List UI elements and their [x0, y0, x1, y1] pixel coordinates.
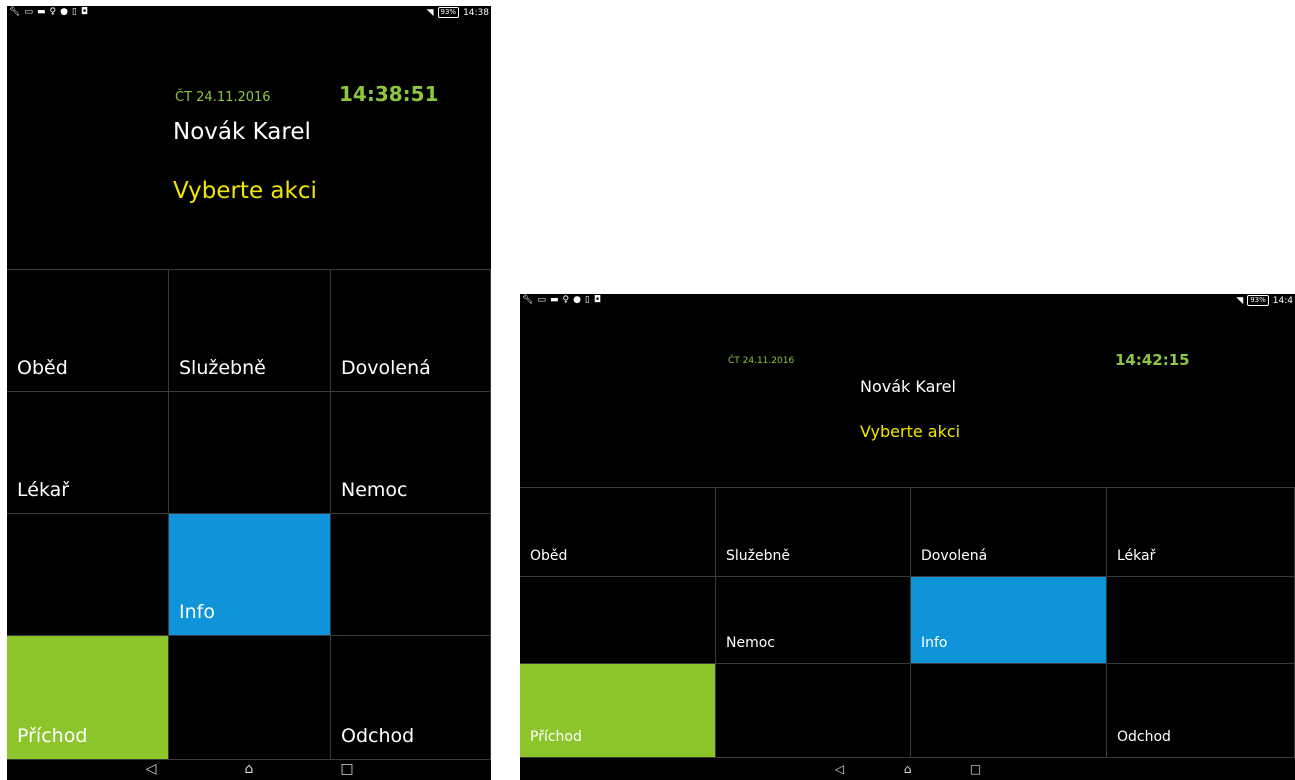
bulb-icon: ♀ [562, 295, 570, 305]
action-grid: Oběd Služebně Dovolená Lékař Nemoc Info … [520, 487, 1295, 758]
status-time: 14:38 [463, 7, 489, 18]
info-icon: ● [573, 295, 581, 305]
recents-icon[interactable]: □ [969, 762, 982, 776]
tile-label: Služebně [726, 548, 790, 564]
tile-dovolena[interactable]: Dovolená [331, 270, 491, 392]
tile-label: Dovolená [341, 357, 431, 379]
status-bar: 🔧︎ ▭ ▬ ♀ ● ▯ ◘ ◥ 93% 14:4 [520, 294, 1295, 308]
back-icon[interactable]: ◁ [145, 761, 157, 777]
tile-label: Služebně [179, 357, 266, 379]
tile-obed[interactable]: Oběd [7, 270, 169, 392]
wrench-icon: 🔧︎ [9, 7, 21, 17]
date-display: ČT 24.11.2016 [728, 356, 795, 366]
status-bar: 🔧︎ ▭ ▬ ♀ ● ▯ ◘ ◥ 93% 14:38 [7, 6, 491, 20]
battery-indicator: 93% [1247, 295, 1269, 306]
tile-label: Odchod [1117, 729, 1171, 745]
notification-icons: 🔧︎ ▭ ▬ ♀ ● ▯ ◘ [522, 295, 601, 306]
tile-empty [1107, 577, 1295, 664]
tile-label: Oběd [17, 357, 68, 379]
tile-label: Lékař [17, 479, 70, 501]
tile-label: Info [921, 635, 948, 651]
bulb-icon: ♀ [49, 7, 57, 17]
status-right: ◥ 93% 14:4 [1236, 295, 1293, 306]
sim-icon: ▯ [71, 7, 77, 17]
navigation-bar: ◁ ⌂ □ [520, 758, 1295, 780]
tile-odchod[interactable]: Odchod [1107, 664, 1295, 758]
tile-empty [716, 664, 911, 758]
tile-empty [331, 514, 491, 636]
tile-label: Odchod [341, 725, 415, 747]
wifi-icon: ◥ [426, 7, 434, 18]
home-icon[interactable]: ⌂ [244, 761, 254, 777]
employee-name: Novák Karel [173, 119, 311, 145]
tile-sluzebne[interactable]: Služebně [169, 270, 331, 392]
tile-obed[interactable]: Oběd [520, 488, 716, 577]
tile-sluzebne[interactable]: Služebně [716, 488, 911, 577]
tile-label: Příchod [17, 725, 88, 747]
tile-empty [169, 392, 331, 514]
tile-prichod[interactable]: Příchod [7, 636, 169, 760]
folder-icon: ▬ [549, 295, 559, 305]
tile-nemoc[interactable]: Nemoc [331, 392, 491, 514]
clock-display: 14:42:15 [1115, 351, 1190, 369]
tile-lekar[interactable]: Lékař [7, 392, 169, 514]
tile-lekar[interactable]: Lékař [1107, 488, 1295, 577]
tile-odchod[interactable]: Odchod [331, 636, 491, 760]
status-right: ◥ 93% 14:38 [427, 7, 489, 18]
back-icon[interactable]: ◁ [834, 762, 845, 776]
tile-prichod[interactable]: Příchod [520, 664, 716, 758]
tile-empty [520, 577, 716, 664]
tile-empty [169, 636, 331, 760]
home-icon[interactable]: ⌂ [903, 762, 912, 776]
image-icon: ▭ [24, 7, 33, 17]
notification-icons: 🔧︎ ▭ ▬ ♀ ● ▯ ◘ [9, 7, 88, 18]
clock-display: 14:38:51 [339, 82, 439, 106]
tile-label: Nemoc [726, 635, 775, 651]
employee-name: Novák Karel [860, 377, 956, 396]
recents-icon[interactable]: □ [340, 761, 354, 777]
folder-icon: ▬ [36, 7, 46, 17]
image-icon: ▭ [537, 295, 546, 305]
portrait-screen: 🔧︎ ▭ ▬ ♀ ● ▯ ◘ ◥ 93% 14:38 ČT 24.11.2016… [7, 6, 491, 780]
navigation-bar: ◁ ⌂ □ [7, 758, 491, 780]
tile-label: Příchod [530, 729, 582, 745]
action-grid: Oběd Služebně Dovolená Lékař Nemoc Info … [7, 269, 491, 760]
action-prompt: Vyberte akci [173, 178, 317, 204]
date-display: ČT 24.11.2016 [175, 90, 271, 105]
tile-empty [7, 514, 169, 636]
tile-label: Info [179, 601, 215, 623]
gallery-icon: ◘ [593, 295, 601, 305]
wrench-icon: 🔧︎ [522, 295, 534, 305]
sim-icon: ▯ [584, 295, 590, 305]
tile-label: Lékař [1117, 548, 1156, 564]
status-time: 14:4 [1272, 295, 1293, 306]
tile-label: Dovolená [921, 548, 988, 564]
gallery-icon: ◘ [80, 7, 88, 17]
tile-label: Oběd [530, 548, 568, 564]
tile-nemoc[interactable]: Nemoc [716, 577, 911, 664]
info-icon: ● [60, 7, 68, 17]
tile-info[interactable]: Info [169, 514, 331, 636]
tile-label: Nemoc [341, 479, 408, 501]
tile-dovolena[interactable]: Dovolená [911, 488, 1107, 577]
action-prompt: Vyberte akci [860, 422, 961, 441]
tile-info[interactable]: Info [911, 577, 1107, 664]
wifi-icon: ◥ [1236, 295, 1244, 306]
battery-indicator: 93% [437, 7, 460, 18]
tile-empty [911, 664, 1107, 758]
landscape-screen: 🔧︎ ▭ ▬ ♀ ● ▯ ◘ ◥ 93% 14:4 ČT 24.11.2016 … [520, 294, 1295, 780]
